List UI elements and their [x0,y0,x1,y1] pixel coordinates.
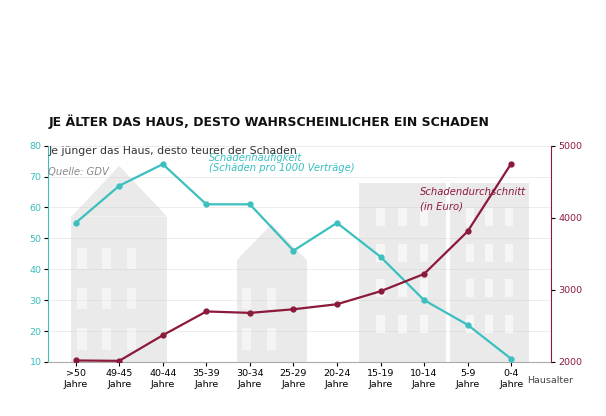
Bar [242,288,251,310]
Bar [485,280,493,297]
Bar [466,244,474,262]
Bar [398,280,407,297]
Text: (in Euro): (in Euro) [420,202,463,212]
Bar [485,208,493,226]
Bar [420,280,428,297]
Bar [267,328,276,349]
Bar [376,208,385,226]
Bar [77,328,87,349]
Bar [420,315,428,333]
Bar [398,208,407,226]
Bar [505,315,513,333]
Polygon shape [237,224,307,260]
Polygon shape [72,166,167,217]
Text: Hausalter: Hausalter [527,376,573,385]
Bar [505,244,513,262]
Bar [466,315,474,333]
Bar [72,217,167,362]
Bar [77,288,87,310]
Text: Schadenhäufigkeit: Schadenhäufigkeit [208,154,302,163]
Bar [102,248,112,269]
Bar [376,244,385,262]
Text: (Schäden pro 1000 Verträge): (Schäden pro 1000 Verträge) [208,163,354,173]
Bar [102,328,112,349]
Bar [376,280,385,297]
Bar [376,315,385,333]
Bar [505,208,513,226]
Bar [127,248,136,269]
Bar [485,315,493,333]
Bar [77,248,87,269]
Bar [267,288,276,310]
Bar [359,183,446,362]
Bar [466,280,474,297]
Text: JE ÄLTER DAS HAUS, DESTO WAHRSCHEINLICHER EIN SCHADEN: JE ÄLTER DAS HAUS, DESTO WAHRSCHEINLICHE… [48,114,490,129]
Bar [466,208,474,226]
Bar [242,328,251,349]
Bar [505,280,513,297]
Bar [450,183,528,362]
Bar [420,244,428,262]
Bar [398,315,407,333]
Text: Schadendurchschnitt: Schadendurchschnitt [420,188,526,198]
Bar [485,244,493,262]
Bar [127,288,136,310]
Bar [398,244,407,262]
Bar [420,208,428,226]
Bar [127,328,136,349]
Bar [102,288,112,310]
Bar [237,260,307,362]
Text: Quelle: GDV: Quelle: GDV [48,167,109,177]
Text: Je jünger das Haus, desto teurer der Schaden: Je jünger das Haus, desto teurer der Sch… [48,146,297,156]
